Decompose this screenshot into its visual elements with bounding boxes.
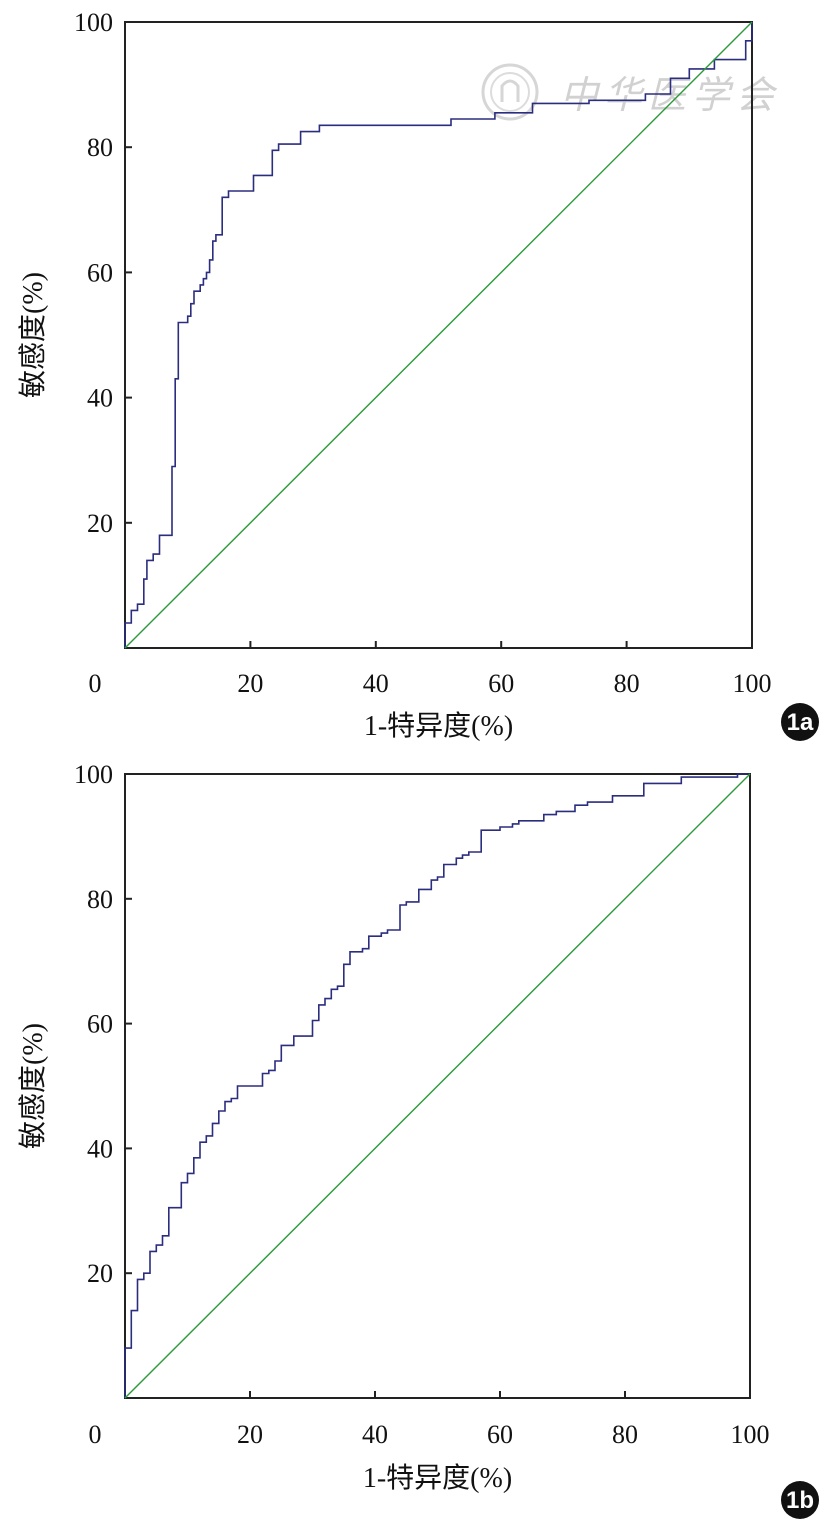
watermark-seal-inner <box>490 72 530 112</box>
x-tick-label: 40 <box>362 1420 388 1449</box>
y-tick-label: 40 <box>87 1134 113 1163</box>
watermark-seal-glyph <box>500 79 520 102</box>
y-tick-label: 40 <box>87 384 113 413</box>
x-tick-label: 60 <box>488 669 514 698</box>
panel-badge-label: 1b <box>786 1487 814 1514</box>
y-tick-label: 100 <box>74 8 113 37</box>
x-axis-label: 1-特异度(%) <box>364 710 513 742</box>
x-tick-label: 100 <box>733 669 772 698</box>
y-tick-label: 80 <box>87 133 113 162</box>
x-tick-label: 80 <box>614 669 640 698</box>
panel-badge-circle <box>781 1481 819 1519</box>
panel-badge-label: 1a <box>787 709 814 736</box>
roc-curve <box>124 22 753 648</box>
x-tick-label: 100 <box>731 1420 770 1449</box>
x-tick-label: 60 <box>487 1420 513 1449</box>
x-tick-label: 20 <box>237 1420 263 1449</box>
y-tick-label: 20 <box>87 1259 113 1288</box>
plot-frame <box>124 773 751 1399</box>
watermark-logo: 中华医学会 <box>481 63 780 121</box>
y-tick-label: 80 <box>87 885 113 914</box>
panel-badge: 1b <box>781 1481 819 1519</box>
roc-curve <box>124 773 750 1398</box>
chart-1b: 0 20 40 60 80 100 20 40 60 80 100 1-特异度(%) 敏感度(%) 1b <box>17 760 819 1519</box>
y-tick-label: 60 <box>87 1010 113 1039</box>
panel-badge: 1a <box>781 703 819 741</box>
x-tick-label: 0 <box>89 1420 102 1449</box>
y-tick-label: 20 <box>87 509 113 538</box>
x-tick-label: 80 <box>612 1420 638 1449</box>
x-tick-label: 20 <box>237 669 263 698</box>
panel-badge-circle <box>781 703 819 741</box>
plot-frame <box>124 21 753 649</box>
x-tick-label: 0 <box>89 669 102 698</box>
watermark-seal-outer <box>481 63 539 121</box>
y-tick-label: 100 <box>74 760 113 789</box>
reference-diagonal <box>124 773 751 1399</box>
chart-1a: 中华医学会 0 20 40 60 80 100 20 40 60 80 100 1-特异度(%) 敏感度(… <box>17 8 819 742</box>
y-axis-label: 敏感度(%) <box>17 272 49 398</box>
x-axis-label: 1-特异度(%) <box>363 1462 512 1494</box>
y-tick-label: 60 <box>87 258 113 287</box>
y-axis-label: 敏感度(%) <box>17 1023 49 1149</box>
watermark-text: 中华医学会 <box>560 73 780 117</box>
x-tick-label: 40 <box>363 669 389 698</box>
reference-diagonal <box>124 21 753 649</box>
